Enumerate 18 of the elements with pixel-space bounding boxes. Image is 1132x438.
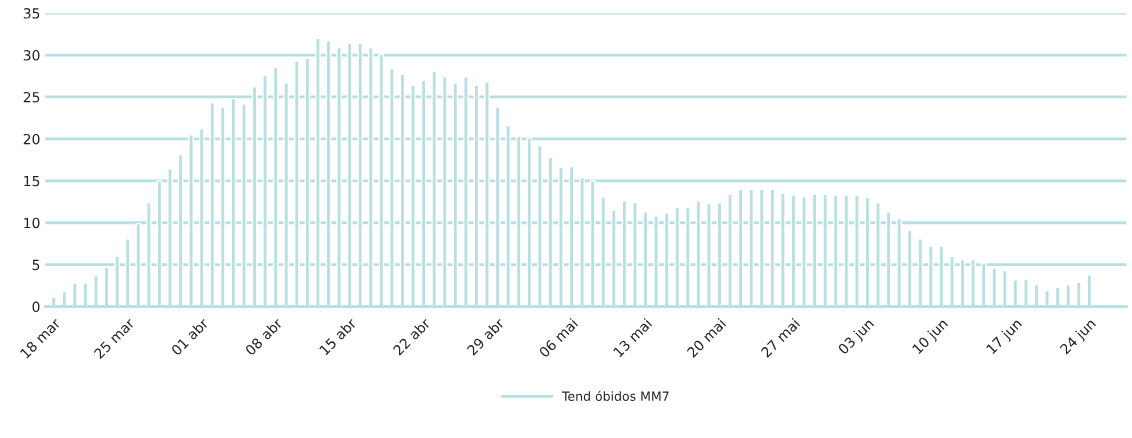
- legend-label: Tend óbidos MM7: [561, 390, 669, 401]
- x-tick-label: 22 abr: [392, 317, 432, 356]
- x-tick-label: 15 abr: [318, 317, 358, 356]
- x-tick-label: 03 jun: [837, 317, 877, 357]
- x-tick-label: 29 abr: [466, 317, 506, 356]
- y-tick-label: 0: [32, 301, 40, 313]
- y-tick-label: 25: [23, 91, 40, 103]
- y-tick-label: 30: [23, 50, 40, 61]
- y-tick-label: 5: [32, 259, 40, 271]
- y-tick-label: 10: [24, 217, 40, 229]
- x-tick-label: 08 abr: [244, 317, 284, 356]
- y-tick-label: 20: [23, 133, 40, 145]
- y-tick-label: 35: [23, 8, 40, 19]
- x-tick-label: 24 jun: [1059, 317, 1099, 357]
- y-tick-label: 15: [24, 175, 40, 187]
- x-tick-label: 01 abr: [170, 317, 210, 356]
- x-tick-label: 17 jun: [985, 317, 1025, 357]
- x-tick-label: 10 jun: [911, 317, 951, 357]
